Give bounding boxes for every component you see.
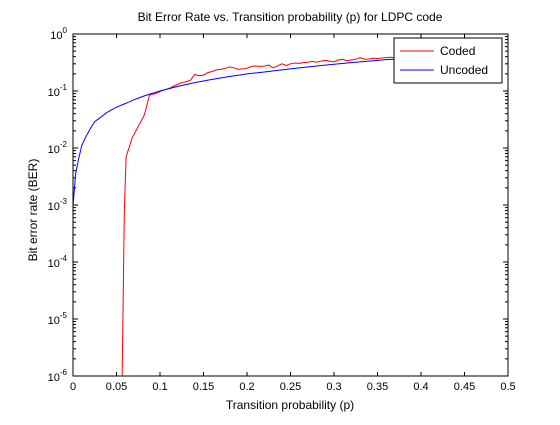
y-tick-label: 100	[50, 26, 67, 42]
x-tick-label: 0.15	[193, 381, 214, 393]
x-tick-label: 0.35	[367, 381, 388, 393]
y-tick-label: 10-3	[48, 197, 68, 213]
x-tick-label: 0.5	[500, 381, 515, 393]
x-tick-label: 0.2	[239, 381, 254, 393]
x-tick-label: 0.25	[280, 381, 301, 393]
x-tick-label: 0	[70, 381, 76, 393]
y-tick-label: 10-5	[48, 311, 68, 327]
y-tick-label: 10-6	[48, 368, 68, 384]
legend-label-uncoded: Uncoded	[440, 63, 488, 77]
y-tick-label: 10-1	[48, 83, 68, 99]
x-tick-label: 0.4	[413, 381, 428, 393]
x-tick-label: 0.1	[152, 381, 167, 393]
y-tick-label: 10-4	[48, 254, 68, 270]
y-axis-label: Bit error rate (BER)	[26, 159, 40, 262]
x-tick-label: 0.05	[106, 381, 127, 393]
axes-box	[72, 33, 509, 377]
plot-area: 0 0.05 0.1 0.15 0.2 0.25 0.3 0.35 0.4 0.45 0.5 10-6…	[48, 26, 516, 393]
legend-label-coded: Coded	[440, 44, 475, 58]
series-line-uncoded	[73, 58, 395, 207]
chart-title: Bit Error Rate vs. Transition probabilit…	[138, 10, 443, 24]
x-tick-label: 0.3	[326, 381, 341, 393]
x-axis-label: Transition probability (p)	[226, 398, 354, 412]
x-tick-label: 0.45	[454, 381, 475, 393]
legend-box	[393, 37, 503, 84]
y-tick-label: 10-2	[48, 140, 68, 156]
